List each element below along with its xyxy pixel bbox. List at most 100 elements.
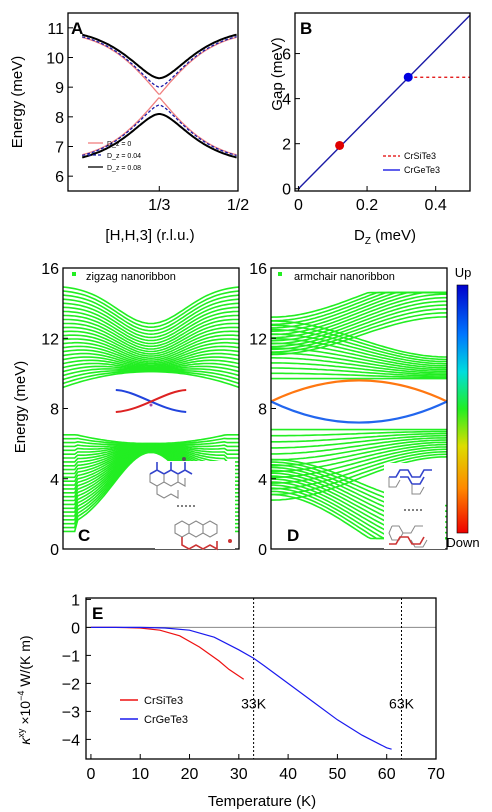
panel-c-ytick-label: 0 xyxy=(50,542,59,559)
armchair-edge-state-lower xyxy=(270,400,448,424)
bulk-band-upper xyxy=(271,312,448,353)
panel-b-xtick-label: 0.2 xyxy=(356,197,378,214)
panel-e-xlabel: Temperature (K) xyxy=(208,793,316,810)
panel-e-ticks: 10−1−2−3−40 10 20 30 40 50 60 70 xyxy=(62,592,445,783)
panel-a-legend: D_z = 0 D_z = 0.04 D_z = 0.08 xyxy=(88,141,141,172)
bulk-band-upper xyxy=(270,316,447,356)
panel-b-plot xyxy=(297,14,471,190)
panel-d-ticks: 0 4 8 12 16 xyxy=(249,261,276,559)
panel-e-ytick-label: −1 xyxy=(62,648,80,665)
panel-b-xtick-label: 0 xyxy=(294,197,303,214)
panel-d-legend-marker xyxy=(278,272,282,276)
bulk-band-upper xyxy=(271,320,447,358)
panel-c-legend-marker xyxy=(72,272,76,276)
panel-b-frame xyxy=(294,12,471,192)
zigzag-atom xyxy=(228,539,232,543)
panel-b-legend-label: CrSiTe3 xyxy=(404,151,436,161)
bulk-band-upper xyxy=(62,314,240,348)
panel-e-ytick-label: −4 xyxy=(62,732,80,749)
bulk-band-upper xyxy=(271,357,448,374)
panel-c-ytick-label: 8 xyxy=(50,402,59,419)
bulk-band-upper xyxy=(270,291,447,318)
bulk-band-upper xyxy=(62,326,240,355)
panel-a-ytick-label: 7 xyxy=(55,140,64,157)
bulk-band-upper xyxy=(62,356,240,369)
panel-a-ytick-label: 6 xyxy=(55,169,64,186)
bulk-band-lower xyxy=(63,434,239,445)
panel-e-xtick-label: 50 xyxy=(329,766,347,783)
panel-d-ytick-label: 4 xyxy=(258,472,267,489)
zigzag-lattice-bg xyxy=(155,461,235,549)
panel-e-series xyxy=(90,626,245,680)
panel-c-ticks: 0 4 8 12 16 xyxy=(41,261,68,559)
panel-b-legend: CrSiTe3 CrGeTe3 xyxy=(383,151,440,175)
panel-b-ylabel: Gap (meV) xyxy=(269,37,286,110)
bulk-band-upper xyxy=(62,294,240,332)
bulk-band-upper xyxy=(62,349,240,366)
panel-e-ylabel: κxy ×10−4 W/(K m) xyxy=(16,635,33,744)
bulk-band-upper xyxy=(271,372,447,379)
panel-c-bands xyxy=(62,286,240,533)
panel-a-legend-label: D_z = 0 xyxy=(107,141,131,148)
panel-e-legend: CrSiTe3 CrGeTe3 xyxy=(120,695,188,726)
bulk-band-lower xyxy=(271,432,447,443)
bulk-band-upper xyxy=(62,334,240,360)
panel-d-ytick-label: 8 xyxy=(258,402,267,419)
panel-d-legend-label: armchair nanoribbon xyxy=(294,271,395,283)
zigzag-top-edge xyxy=(149,462,193,475)
zigzag-bottom-edge xyxy=(181,537,218,551)
bulk-band-upper xyxy=(62,310,240,345)
panel-e-ytick-label: −2 xyxy=(62,676,80,693)
bulk-band-upper xyxy=(62,302,240,339)
bulk-band-upper xyxy=(271,362,447,376)
bulk-band-upper xyxy=(62,359,240,370)
panel-e-xtick-label: 20 xyxy=(181,766,199,783)
panel-b: 0 2 4 6 0 0.2 0.4 B CrSiTe3 CrGeTe3 Gap (meV) D… xyxy=(269,12,471,247)
bulk-band-lower xyxy=(270,441,447,467)
panel-e-label: E xyxy=(92,604,103,623)
bulk-band-lower xyxy=(271,430,447,437)
panel-e: 33K 63K 10−1−2−3−40 10 20 30 40 50 60 70 E CrSiT… xyxy=(16,592,445,810)
panel-c: 0 4 8 12 16 zigzag nanoribbon C Energy (meV) xyxy=(12,261,240,559)
armchair-middle-lattice xyxy=(388,477,425,495)
panel-c-ytick-label: 16 xyxy=(41,261,59,278)
bulk-band-upper xyxy=(271,352,447,373)
panel-d-ytick-label: 0 xyxy=(258,542,267,559)
bulk-band-upper xyxy=(271,333,447,365)
panel-b-legend-label: CrGeTe3 xyxy=(404,165,440,175)
panel-a-ytick-label: 9 xyxy=(55,80,64,97)
bulk-band-upper xyxy=(63,322,239,353)
panel-a-band-upper xyxy=(82,36,237,95)
panel-c-ylabel: Energy (meV) xyxy=(12,361,29,454)
panel-d: 0 4 8 12 16 armchair nanoribbon D xyxy=(249,261,448,559)
panel-d-label: D xyxy=(287,526,299,545)
bulk-band-upper xyxy=(62,306,240,342)
panel-c-ytick-label: 4 xyxy=(50,472,59,489)
panel-b-label: B xyxy=(300,19,312,38)
panel-a-band-lower xyxy=(82,97,237,156)
bulk-band-upper xyxy=(62,290,240,329)
bulk-band-upper xyxy=(271,342,447,369)
panel-e-xtick-label: 10 xyxy=(131,766,149,783)
panel-b-xtick-label: 0.4 xyxy=(425,197,447,214)
bulk-band-upper xyxy=(62,352,240,368)
armchair-bottom-edge xyxy=(389,536,425,545)
panel-e-xtick-label: 60 xyxy=(378,766,396,783)
panel-e-xtick-label: 30 xyxy=(230,766,248,783)
bulk-band-upper xyxy=(271,291,447,336)
panel-e-legend-label: CrSiTe3 xyxy=(144,695,183,707)
bulk-band-upper xyxy=(62,341,240,363)
bulk-band-lower xyxy=(271,453,447,496)
bulk-band-upper xyxy=(62,298,240,336)
zigzag-middle-lattice xyxy=(149,474,186,499)
bulk-band-upper xyxy=(62,370,240,389)
panel-e-xtick-label: 40 xyxy=(279,766,297,783)
panel-a-legend-label: D_z = 0.04 xyxy=(107,153,141,160)
panel-b-ytick-label: 0 xyxy=(282,182,291,199)
bulk-band-upper xyxy=(62,365,240,373)
bulk-band-upper xyxy=(271,308,447,351)
bulk-band-upper xyxy=(63,318,239,350)
bulk-band-upper xyxy=(270,296,447,342)
